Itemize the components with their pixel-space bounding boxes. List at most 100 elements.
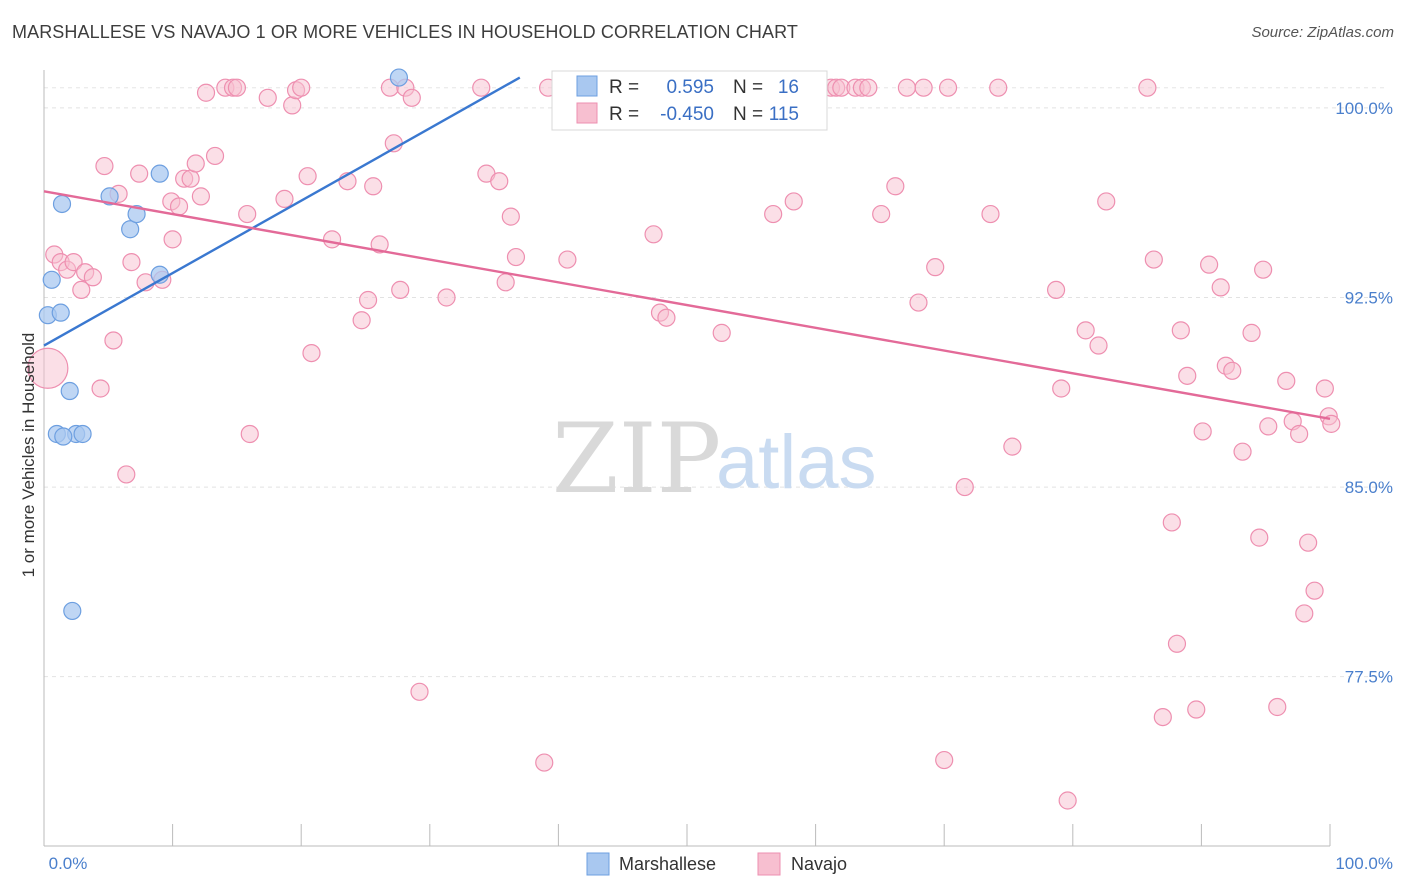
stats-n-value-marshallese: 16 [778, 77, 799, 98]
marshallese-point [121, 220, 140, 239]
y-tick-label: 77.5% [1345, 668, 1393, 687]
navajo-point [72, 280, 91, 300]
navajo-point [490, 172, 509, 191]
navajo-point [644, 225, 663, 244]
stats-r-value-marshallese: 0.595 [666, 77, 714, 98]
navajo-point [1193, 422, 1212, 441]
y-tick-label: 85.0% [1345, 478, 1393, 497]
x-tick-label-max: 100.0% [1335, 854, 1393, 873]
navajo-point [227, 78, 246, 97]
navajo-point [1233, 442, 1252, 461]
navajo-point [558, 250, 577, 269]
navajo-point [1211, 278, 1230, 297]
navajo-point [1322, 414, 1341, 433]
navajo-point [275, 189, 294, 209]
navajo-point [283, 96, 302, 115]
stats-n-label-navajo: N = [733, 104, 763, 125]
stats-r-label-marshallese: R = [609, 77, 639, 98]
navajo-point [196, 83, 216, 102]
marshallese-point [389, 68, 409, 87]
navajo-point [989, 78, 1008, 97]
marshallese-point [150, 164, 169, 183]
marshallese-trend-line [43, 76, 521, 347]
navajo-point [859, 78, 878, 97]
navajo-point [358, 290, 378, 310]
navajo-point [712, 323, 731, 342]
navajo-point [764, 204, 783, 224]
navajo-point [238, 204, 257, 224]
navajo-point [1295, 604, 1314, 623]
navajo-point [496, 273, 515, 292]
stats-n-label-marshallese: N = [733, 77, 763, 98]
navajo-point [1254, 260, 1273, 279]
navajo-point [27, 347, 69, 389]
marshallese-point [63, 601, 82, 621]
navajo-point [437, 288, 456, 307]
navajo-point [181, 169, 200, 188]
navajo-point [1250, 528, 1269, 547]
watermark-atlas: atlas [716, 420, 877, 505]
navajo-point [938, 78, 958, 97]
navajo-point [1167, 634, 1187, 653]
navajo-point [784, 192, 803, 211]
navajo-trend-line [43, 190, 1331, 421]
navajo-point [872, 204, 891, 224]
navajo-point [1058, 791, 1077, 810]
legend-swatch-marshallese [586, 852, 610, 876]
navajo-point [302, 344, 321, 363]
navajo-point [163, 230, 182, 249]
navajo-point [914, 78, 933, 97]
navajo-point [1153, 707, 1172, 727]
stats-n-value-navajo: 115 [769, 104, 799, 125]
marshallese-point [100, 187, 119, 206]
navajo-point [186, 154, 205, 173]
navajo-point [897, 78, 917, 97]
navajo-point [1290, 424, 1309, 444]
navajo-point [1171, 321, 1190, 340]
chart-title: MARSHALLESE VS NAVAJO 1 OR MORE VEHICLES… [12, 22, 798, 42]
stats-swatch-navajo [576, 102, 598, 124]
navajo-point [1046, 280, 1066, 300]
navajo-point [169, 197, 189, 216]
trend-lines [43, 76, 1331, 421]
stats-r-label-navajo: R = [609, 104, 639, 125]
navajo-point [1052, 379, 1071, 398]
navajo-point [1076, 321, 1095, 340]
navajo-point [410, 682, 429, 701]
stats-box-frame [551, 70, 828, 131]
navajo-point [935, 750, 954, 770]
legend-swatch-navajo [757, 852, 781, 876]
marshallese-point [54, 427, 73, 446]
navajo-point [364, 177, 383, 196]
navajo-point [130, 164, 149, 183]
axes: 77.5% 85.0% 92.5% 100.0% 0.0% 100.0% [43, 70, 1393, 873]
navajo-point [258, 88, 277, 107]
watermark: ZIP atlas [552, 403, 877, 515]
y-tick-label: 100.0% [1335, 99, 1393, 118]
navajo-point [1242, 323, 1261, 342]
marshallese-point [73, 424, 92, 444]
navajo-point [298, 167, 317, 186]
marshallese-point [52, 194, 72, 214]
navajo-point [1089, 336, 1108, 355]
navajo-point [64, 253, 83, 272]
navajo-point [391, 280, 410, 300]
series-legend: Marshallese Navajo [586, 852, 847, 876]
marshallese-point [42, 270, 61, 289]
navajo-point [926, 258, 945, 277]
navajo-point [402, 88, 421, 107]
navajo-point [955, 477, 974, 497]
navajo-point [1299, 533, 1318, 552]
navajo-point [1187, 700, 1206, 719]
navajo-point [1315, 379, 1334, 398]
navajo-point [535, 753, 554, 772]
navajo-point [240, 424, 259, 444]
navajo-point [1200, 255, 1219, 274]
navajo-point [83, 268, 102, 287]
navajo-point [91, 379, 110, 398]
navajo-point [472, 78, 491, 97]
navajo-point [292, 78, 311, 97]
y-tick-label: 92.5% [1345, 288, 1393, 307]
navajo-point [122, 253, 141, 272]
navajo-point [1305, 581, 1324, 600]
